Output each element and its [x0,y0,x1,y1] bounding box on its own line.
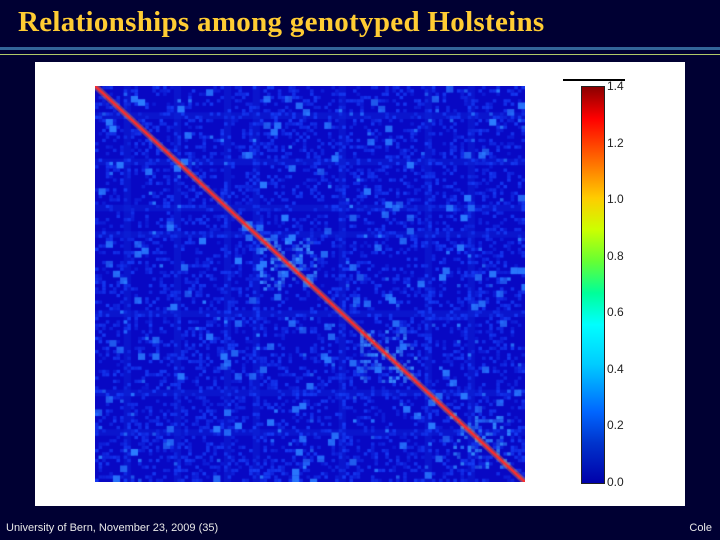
colorbar-tick-label: 0.6 [607,305,624,319]
title-divider-1 [0,47,720,50]
colorbar-labels: 1.41.21.00.80.60.40.20.0 [607,86,643,482]
colorbar-tick-label: 0.4 [607,362,624,376]
colorbar-tick-label: 0.8 [607,249,624,263]
colorbar-tick-label: 0.0 [607,475,624,489]
footer-right: Cole [689,522,712,534]
slide-title: Relationships among genotyped Holsteins [18,6,545,39]
relationship-heatmap [95,86,525,482]
slide: Relationships among genotyped Holsteins … [0,0,720,540]
footer-left: University of Bern, November 23, 2009 (3… [6,522,218,534]
colorbar-tick-label: 1.0 [607,192,624,206]
colorbar [581,86,605,484]
figure-panel: 1.4 1.2 1.0 0.8 0.6 0.4 0.2 0.0 [35,62,685,506]
colorbar-tick-label: 0.2 [607,418,624,432]
colorbar-tick-label: 1.4 [607,79,624,93]
title-divider-2 [0,54,720,55]
colorbar-tick-label: 1.2 [607,136,624,150]
